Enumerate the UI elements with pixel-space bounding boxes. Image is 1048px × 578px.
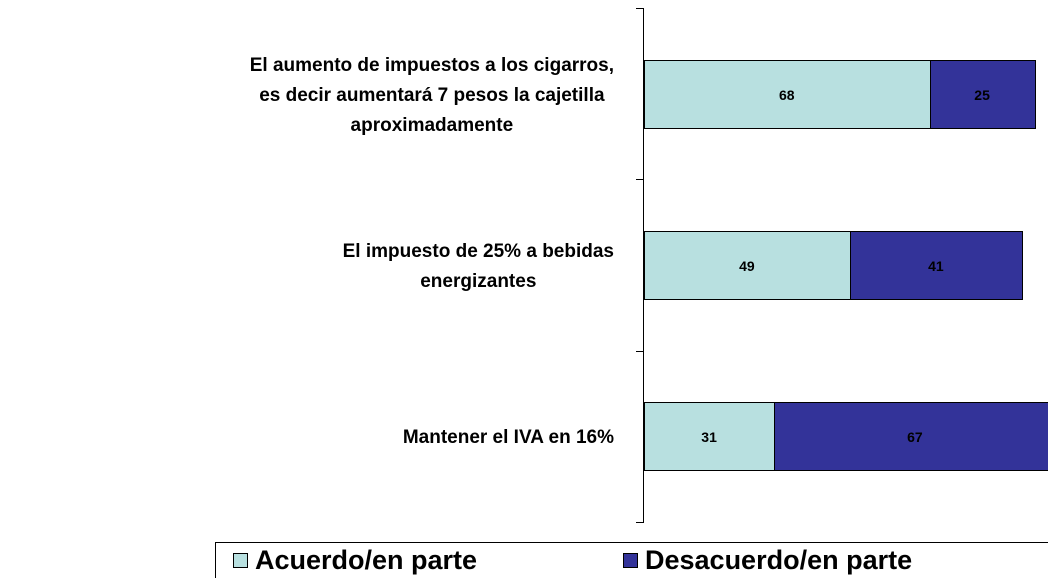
bar-segment: [849, 231, 1023, 300]
value-label: 25: [974, 86, 990, 103]
value-label: 31: [701, 429, 717, 446]
bar-segment: [644, 402, 776, 472]
y-tick: [636, 350, 644, 352]
legend-swatch: [233, 553, 248, 568]
legend-label: Acuerdo/en parte: [255, 545, 478, 575]
y-tick: [636, 522, 644, 523]
category-label: Mantener el IVA en 16%: [402, 427, 614, 449]
legend-label: Desacuerdo/en parte: [645, 545, 913, 575]
y-tick: [636, 8, 644, 9]
value-label: 67: [907, 429, 923, 446]
legend-swatch: [623, 553, 638, 568]
bar-segment: [644, 59, 931, 129]
y-tick: [636, 179, 644, 181]
value-label: 49: [739, 258, 755, 274]
legend: Acuerdo/en parte Desacuerdo/en parte: [215, 542, 1048, 578]
y-axis: [643, 8, 644, 522]
category-label: El impuesto de 25% a bebidas energizante…: [342, 241, 614, 292]
value-label: 41: [928, 258, 944, 274]
bar-segment: [929, 59, 1036, 129]
category-label: El aumento de impuestos a los cigarros, …: [249, 54, 614, 136]
bar-segment: [774, 402, 1048, 472]
value-label: 68: [779, 86, 795, 103]
